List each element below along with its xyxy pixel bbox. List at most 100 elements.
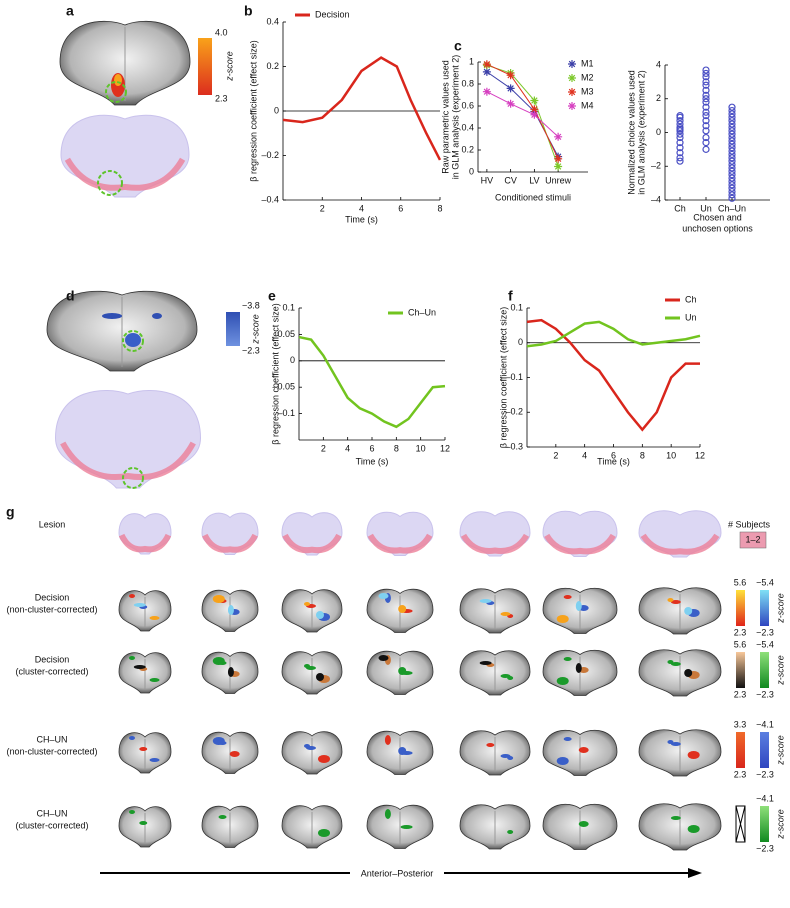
activation: [500, 754, 511, 758]
activation: [667, 740, 674, 744]
lesion: [640, 533, 720, 555]
x-tick-label: Ch–Un: [718, 203, 746, 213]
point: [728, 127, 736, 135]
x-axis-label: unchosen options: [682, 223, 753, 233]
lesion: [367, 533, 433, 554]
colorbar-max: 4.0: [215, 27, 228, 37]
activation: [304, 602, 310, 606]
y-tick-label: –0.1: [505, 372, 523, 382]
series-line: [282, 56, 442, 161]
activation: [378, 593, 389, 599]
activation: [384, 809, 391, 819]
series-line: [486, 91, 559, 138]
colorbar-min: 2.3: [734, 689, 747, 699]
point: [728, 147, 736, 155]
x-tick-label: Un: [700, 203, 712, 213]
panel-label: f: [508, 288, 513, 304]
x-tick-label: 8: [394, 443, 399, 453]
point: [702, 122, 710, 130]
y-tick-label: –2: [651, 161, 661, 171]
y-tick-label: 0.4: [266, 16, 279, 26]
activation: [575, 663, 582, 673]
y-axis-label: β regression coefficient (effect size): [270, 303, 280, 444]
legend-label: M2: [581, 72, 594, 82]
row-label: CH–UN: [36, 734, 67, 744]
marker: [482, 67, 491, 76]
point: [728, 181, 736, 189]
brain-slice: [60, 114, 190, 198]
roi: [122, 330, 144, 352]
y-axis-label: Raw parametric values used: [440, 60, 450, 174]
x-axis-label: Chosen and: [693, 212, 742, 222]
activation: [563, 737, 572, 741]
activation: [667, 660, 674, 664]
y-axis-label: β regression coefficient (effect size): [248, 40, 258, 181]
marker: [554, 132, 563, 141]
y-axis-label: Normalized choice values used: [626, 70, 636, 195]
colorbar-min: −2.3: [756, 689, 774, 699]
brain-slice: [638, 510, 722, 558]
activation: [102, 313, 122, 319]
activation: [563, 595, 572, 599]
y-tick-label: 0.2: [266, 61, 279, 71]
activation: [384, 735, 391, 745]
y-tick-label: 0.1: [510, 302, 523, 312]
x-tick-label: 2: [553, 450, 558, 460]
colorbar-min: 2.3: [734, 627, 747, 637]
y-tick-label: 4: [656, 59, 661, 69]
panel-label: b: [244, 3, 253, 19]
activation: [304, 664, 310, 668]
brain-images: [46, 20, 722, 851]
point: [702, 117, 710, 125]
x-tick-label: 12: [695, 450, 705, 460]
point: [728, 133, 736, 142]
y-tick-label: 0: [290, 355, 295, 365]
series-line: [486, 71, 559, 157]
x-tick-label: 4: [359, 203, 364, 213]
colorbar-cross: [735, 805, 746, 843]
series-line: [526, 320, 701, 348]
colorbar-min: 2.3: [734, 769, 747, 779]
x-axis-label: Time (s): [345, 214, 378, 224]
activation: [670, 662, 681, 666]
marker: [530, 110, 539, 119]
activation: [500, 674, 511, 678]
point: [676, 117, 684, 125]
roi: [105, 81, 127, 103]
activation: [139, 821, 148, 825]
subjects-title: # Subjects: [728, 519, 771, 529]
activation: [149, 616, 160, 620]
y-tick-label: 0.1: [282, 302, 295, 312]
marker: [506, 84, 515, 93]
point: [728, 160, 736, 169]
activation: [556, 757, 569, 765]
activation: [670, 742, 681, 746]
lesion: [460, 533, 530, 554]
y-tick-label: –0.3: [505, 441, 523, 451]
activation: [398, 605, 407, 613]
point: [702, 127, 710, 135]
point: [702, 108, 710, 116]
point: [728, 144, 736, 152]
row-label: Decision: [35, 592, 70, 602]
colorbar-min: −2.3: [756, 843, 774, 853]
activation: [129, 594, 135, 598]
panel-label: e: [268, 288, 276, 304]
y-tick-label: 1: [469, 56, 474, 66]
activation: [316, 673, 324, 681]
marker: [530, 105, 539, 114]
legend-marker: [568, 88, 576, 96]
y-tick-label: –0.1: [277, 408, 295, 418]
point: [728, 123, 736, 132]
colorbar-label: z-score: [775, 735, 785, 766]
lesion: [202, 533, 258, 553]
activation: [687, 825, 700, 833]
colorbar-max: 5.6: [734, 639, 747, 649]
x-tick-label: LV: [529, 175, 539, 185]
point: [676, 154, 684, 162]
series-line: [526, 318, 700, 432]
legend-label: Ch–Un: [408, 307, 436, 317]
row-label: (non-cluster-corrected): [6, 746, 97, 756]
roi: [97, 170, 123, 196]
